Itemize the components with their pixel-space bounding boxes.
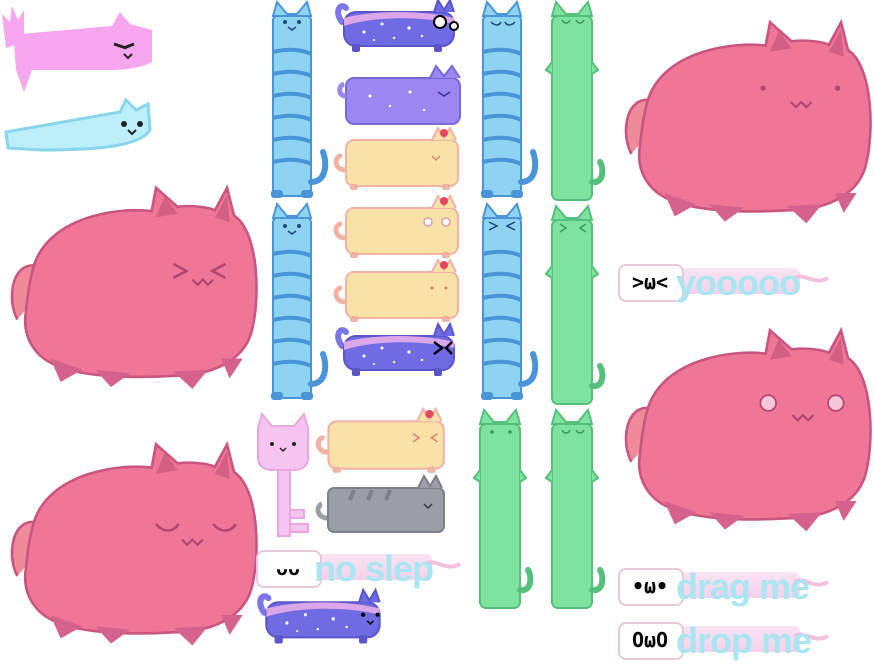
cream-cat-1[interactable] [332, 130, 464, 196]
strip-text: drop me [676, 620, 812, 661]
big-pink-cat-right-1[interactable] [614, 12, 874, 244]
strip-face-block [618, 568, 684, 606]
galaxy-cat-2[interactable] [337, 64, 464, 130]
ice-cat[interactable] [0, 96, 156, 156]
blue-spring-cat-4[interactable] [474, 204, 540, 404]
pink-spiky-cat[interactable] [2, 4, 152, 92]
tail-icon [794, 578, 829, 587]
drag-me-strip[interactable]: •ω• drag me [618, 566, 829, 607]
big-pink-cat-sleepy[interactable] [0, 430, 260, 670]
tail-icon [794, 274, 829, 283]
strip-face: >ω< [631, 270, 669, 294]
strip-face: OωO [631, 628, 669, 652]
green-tall-cat-2[interactable] [544, 206, 604, 410]
cream-cat-4[interactable] [314, 410, 450, 480]
green-tall-cat-4[interactable] [544, 410, 604, 614]
big-pink-cat-right-2[interactable] [614, 320, 874, 552]
cream-cat-3[interactable] [332, 262, 464, 328]
strip-face-block [618, 264, 684, 302]
galaxy-cat-3[interactable] [334, 326, 466, 390]
tail-icon [426, 560, 461, 569]
blue-spring-cat-2[interactable] [264, 204, 330, 404]
pink-key-cat[interactable] [254, 411, 318, 544]
blue-spring-cat-1[interactable] [264, 2, 330, 202]
galaxy-cat-1[interactable] [334, 2, 466, 62]
strip-text: no slep [314, 548, 434, 589]
strip-face-block [256, 550, 322, 588]
green-tall-cat-3[interactable] [472, 410, 532, 614]
yooooo-strip[interactable]: >ω< yooooo [618, 262, 829, 303]
strip-face: •ω• [631, 574, 669, 598]
gray-cat[interactable] [314, 473, 450, 544]
strip-text: drag me [676, 566, 810, 607]
big-pink-cat-squint[interactable] [0, 172, 260, 402]
strip-face-block [618, 622, 684, 660]
cream-cat-2[interactable] [332, 198, 464, 264]
strip-face: ᴗᴗ [275, 556, 301, 580]
green-tall-cat-1[interactable] [544, 2, 604, 206]
galaxy-cat-4[interactable] [256, 590, 392, 660]
no-slep-strip[interactable]: ᴗᴗ no slep [256, 548, 461, 589]
drop-me-strip[interactable]: OωO drop me [618, 620, 829, 661]
blue-spring-cat-3[interactable] [474, 2, 540, 202]
tail-icon [794, 632, 829, 641]
strip-text: yooooo [676, 262, 801, 303]
